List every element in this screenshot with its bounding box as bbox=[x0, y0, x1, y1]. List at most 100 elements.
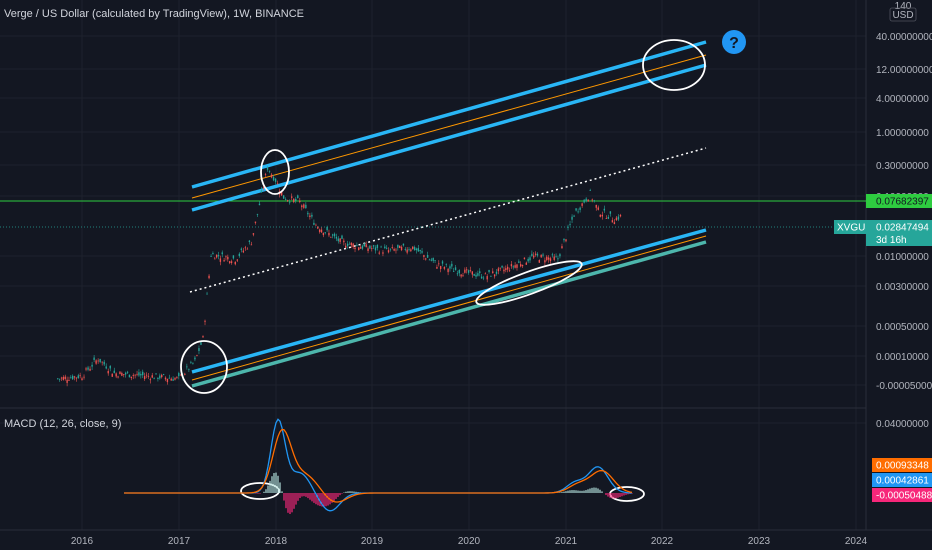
candle-body bbox=[309, 215, 311, 218]
candle-body bbox=[105, 366, 107, 369]
macd-hist-bar bbox=[357, 492, 359, 493]
price-axis[interactable]: 40.00000000 12.00000000 4.00000000 1.000000… bbox=[876, 32, 932, 392]
candle-body bbox=[68, 379, 70, 381]
macd-ellipse-2018[interactable] bbox=[240, 482, 280, 500]
candle-body bbox=[99, 358, 101, 363]
candle-body bbox=[274, 178, 277, 182]
upper-channel-bottom[interactable] bbox=[191, 63, 707, 212]
macd-hist-bar bbox=[621, 493, 623, 497]
macd-hist-bar bbox=[601, 491, 603, 493]
macd-hist-bar bbox=[591, 487, 593, 493]
candle-body bbox=[593, 200, 595, 202]
macd-hist-bar bbox=[317, 493, 319, 506]
candle-body bbox=[473, 274, 475, 276]
candle-body bbox=[607, 216, 610, 219]
candle-body bbox=[565, 239, 567, 242]
channel-lines[interactable] bbox=[189, 40, 707, 388]
macd-hist-bar bbox=[301, 493, 303, 497]
candle-body bbox=[350, 242, 353, 246]
candle-body bbox=[291, 196, 293, 198]
candle-body bbox=[493, 274, 496, 277]
candle-body bbox=[561, 246, 563, 249]
time-tick-label: 2023 bbox=[748, 536, 771, 547]
future-target-ellipse[interactable] bbox=[642, 39, 706, 91]
macd-hist-bar bbox=[631, 493, 633, 494]
candle-body bbox=[71, 375, 74, 380]
candle-body bbox=[184, 373, 186, 375]
candle-body bbox=[166, 378, 169, 383]
candle-body bbox=[503, 269, 505, 272]
macd-hist-bar bbox=[585, 490, 587, 493]
candle-body bbox=[486, 276, 488, 280]
candle-body bbox=[497, 268, 500, 272]
candle-body bbox=[115, 373, 117, 377]
signal-line bbox=[124, 428, 633, 503]
candle-body bbox=[244, 247, 247, 249]
candle-body bbox=[159, 375, 161, 379]
upper-channel-mid[interactable] bbox=[191, 54, 707, 199]
time-tick-label: 2020 bbox=[458, 536, 481, 547]
candle-body bbox=[599, 214, 601, 217]
candle-body bbox=[91, 364, 93, 367]
ath-peak-ellipse[interactable] bbox=[260, 149, 290, 195]
candle-body bbox=[262, 187, 265, 189]
candle-body bbox=[421, 251, 423, 253]
candle-body bbox=[619, 215, 622, 217]
macd-badge-macd-text: 0.00042861 bbox=[876, 476, 929, 487]
macd-hist-bar bbox=[255, 493, 257, 494]
candle-body bbox=[117, 376, 119, 378]
breakout-ellipse[interactable] bbox=[180, 340, 228, 394]
candle-body bbox=[432, 257, 434, 261]
candle-body bbox=[434, 260, 436, 262]
macd-ellipse-2021[interactable] bbox=[609, 486, 645, 502]
macd-hist-bar bbox=[587, 489, 589, 493]
upper-channel-top[interactable] bbox=[191, 40, 707, 189]
candle-body bbox=[482, 277, 485, 279]
candle-body bbox=[452, 271, 455, 273]
candle-body bbox=[134, 374, 136, 376]
time-axis[interactable]: 2016 2017 2018 2019 2020 2021 2022 2023 2024 bbox=[71, 536, 868, 547]
macd-hist-bar bbox=[571, 490, 573, 493]
time-tick-label: 2019 bbox=[361, 536, 384, 547]
candle-body bbox=[248, 240, 251, 242]
macd-hist-bar bbox=[309, 493, 311, 500]
candle-body bbox=[228, 261, 231, 263]
macd-hist-bar bbox=[313, 493, 315, 503]
candle-body bbox=[161, 374, 163, 378]
channel-touch-ellipse[interactable] bbox=[473, 254, 586, 313]
candle-body bbox=[506, 266, 509, 270]
macd-hist-bar bbox=[563, 491, 565, 493]
candle-body bbox=[225, 256, 227, 258]
candle-body bbox=[297, 195, 299, 199]
candle-body bbox=[172, 379, 174, 381]
candle-body bbox=[601, 214, 603, 217]
highlight-ellipses[interactable] bbox=[180, 39, 706, 502]
candle-body bbox=[384, 246, 386, 249]
currency-unit-box[interactable] bbox=[889, 7, 917, 22]
candle-body bbox=[75, 377, 78, 379]
question-circle-icon[interactable]: ? bbox=[722, 30, 746, 54]
candle-body bbox=[242, 250, 245, 253]
macd-hist-bar bbox=[569, 490, 571, 493]
lower-channel-mid[interactable] bbox=[191, 235, 707, 381]
lower-channel-bottom[interactable] bbox=[191, 240, 707, 388]
grid bbox=[0, 0, 866, 530]
macd-hist-bar bbox=[281, 491, 283, 493]
lower-channel-top[interactable] bbox=[191, 228, 707, 374]
macd-hist-bar bbox=[613, 493, 615, 499]
candle-body bbox=[215, 254, 218, 258]
candle-body bbox=[499, 267, 501, 269]
price-tick-label: 0.01000000 bbox=[876, 252, 929, 263]
macd-hist-bar bbox=[257, 493, 259, 494]
candle-body bbox=[460, 274, 462, 277]
candle-body bbox=[153, 378, 155, 380]
candle-body bbox=[415, 248, 418, 251]
dotted-trend[interactable] bbox=[189, 147, 707, 293]
candle-body bbox=[124, 372, 127, 375]
candle-body bbox=[557, 258, 559, 260]
candle-body bbox=[426, 255, 429, 258]
macd-hist-bar bbox=[607, 493, 609, 497]
macd-hist-bar bbox=[287, 493, 289, 513]
price-tick-label: 0.30000000 bbox=[876, 161, 929, 172]
